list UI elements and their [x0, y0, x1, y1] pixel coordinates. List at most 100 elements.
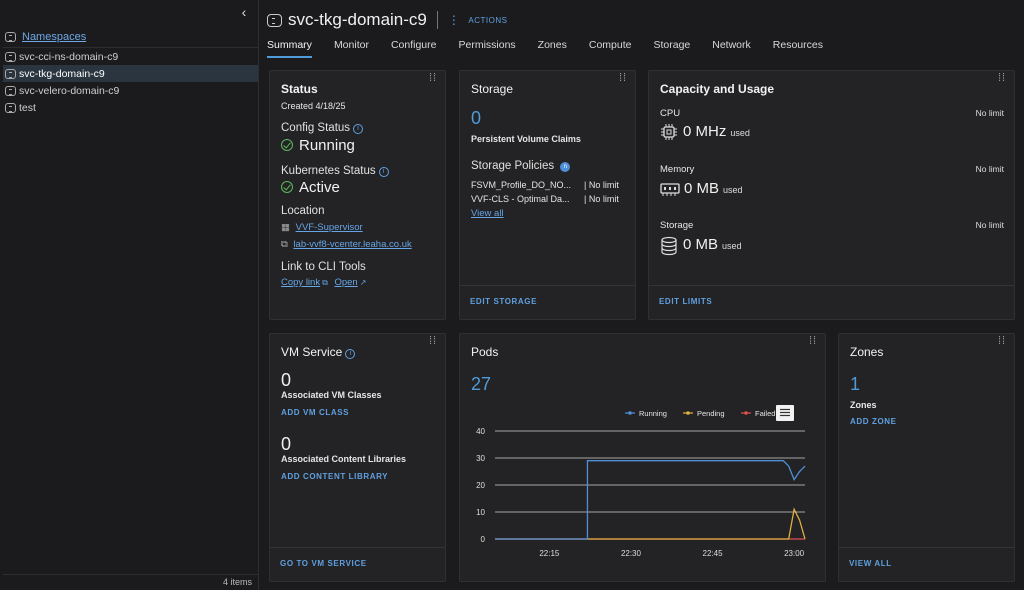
- namespaces-link[interactable]: Namespaces: [22, 30, 87, 43]
- tab-storage[interactable]: Storage: [653, 39, 691, 51]
- cli-tools-label: Link to CLI Tools: [281, 261, 366, 273]
- copy-icon[interactable]: ⧉: [322, 278, 328, 287]
- pods-card: ⁞⁞ Pods 27 0 10 20 30 40 22:15 22:30 22:45 23:00…: [459, 333, 826, 582]
- info-icon[interactable]: i: [345, 349, 356, 359]
- drag-handle-icon[interactable]: ⁞⁞: [619, 72, 628, 84]
- series-line-running: [495, 460, 806, 540]
- location-vcenter: ⧉ lab-vvf8-vcenter.leaha.co.uk: [281, 239, 412, 250]
- view-all-policies-link[interactable]: View all: [471, 208, 504, 219]
- namespace-icon: [5, 102, 16, 113]
- sidebar-item-svc-velero-domain-c9[interactable]: svc-velero-domain-c9: [3, 82, 258, 99]
- storage-used-label: used: [722, 241, 742, 251]
- sidebar-item-svc-tkg-domain-c9[interactable]: svc-tkg-domain-c9: [3, 65, 258, 82]
- pods-count[interactable]: 27: [471, 374, 492, 394]
- zones-count[interactable]: 1: [850, 374, 861, 394]
- add-zone-button[interactable]: ADD ZONE: [850, 417, 897, 426]
- memory-used-label: used: [723, 185, 743, 195]
- cpu-value: 0 MHz: [683, 123, 727, 140]
- collapse-sidebar-icon[interactable]: ‹: [241, 4, 247, 20]
- series-line-pending: [495, 507, 806, 540]
- storage-card: ⁞⁞ Storage 0 Persistent Volume Claims St…: [459, 70, 636, 320]
- vm-classes-label: Associated VM Classes: [281, 390, 382, 400]
- legend-label: Pending: [697, 409, 725, 418]
- item-count: 4 items: [3, 574, 258, 590]
- tab-monitor[interactable]: Monitor: [333, 39, 369, 51]
- namespace-icon: [5, 85, 16, 96]
- actions-label: ACTIONS: [468, 15, 508, 25]
- edit-limits-button[interactable]: EDIT LIMITS: [659, 297, 713, 306]
- page-title: svc-tkg-domain-c9: [288, 10, 427, 29]
- y-tick-label: 10: [476, 508, 485, 517]
- supervisor-link[interactable]: VVF-Supervisor: [295, 222, 363, 233]
- info-icon[interactable]: i: [353, 124, 364, 134]
- external-link-icon[interactable]: ↗: [359, 278, 367, 287]
- sidebar-item-svc-cci-ns-domain-c9[interactable]: svc-cci-ns-domain-c9: [3, 48, 258, 65]
- sidebar-item-test[interactable]: test: [3, 99, 258, 116]
- go-to-vm-service-button[interactable]: GO TO VM SERVICE: [280, 559, 367, 568]
- storage-usage: 0 MB used: [660, 236, 742, 256]
- tab-network[interactable]: Network: [712, 39, 751, 51]
- vm-classes-count: 0: [281, 370, 292, 390]
- pvc-count[interactable]: 0: [471, 108, 482, 128]
- actions-button[interactable]: ⋮ ACTIONS: [448, 13, 508, 27]
- tab-zones[interactable]: Zones: [537, 39, 567, 51]
- tab-summary[interactable]: Summary: [267, 36, 312, 58]
- memory-label: Memory: [660, 164, 695, 175]
- cli-links: Copy link ⧉ Open ↗: [281, 277, 366, 288]
- content-libraries-label: Associated Content Libraries: [281, 454, 407, 464]
- check-circle-icon: [281, 181, 293, 193]
- edit-storage-button[interactable]: EDIT STORAGE: [470, 297, 538, 306]
- storage-policies-label: Storage Policies: [471, 160, 555, 172]
- tab-compute[interactable]: Compute: [588, 39, 632, 51]
- tab-permissions[interactable]: Permissions: [458, 39, 516, 51]
- policy-row: FSVM_Profile_DO_NO... | No limit: [471, 180, 631, 190]
- vcenter-link[interactable]: lab-vvf8-vcenter.leaha.co.uk: [293, 239, 412, 250]
- sidebar-item-label: svc-tkg-domain-c9: [19, 67, 105, 80]
- location-supervisor: ▦ VVF-Supervisor: [281, 222, 363, 233]
- x-tick-label: 22:45: [703, 549, 724, 558]
- card-title: Storage: [471, 82, 514, 96]
- policies-badge: n: [560, 162, 571, 172]
- legend-label: Running: [639, 409, 667, 418]
- check-circle-icon: [281, 139, 293, 151]
- content-libraries-count: 0: [281, 434, 292, 454]
- vertical-dots-icon: ⋮: [447, 13, 461, 27]
- view-all-zones-button[interactable]: VIEW ALL: [849, 559, 892, 568]
- card-title: VM Service: [281, 345, 343, 359]
- card-footer: GO TO VM SERVICE: [270, 547, 445, 581]
- namespace-icon: [5, 31, 16, 42]
- vcenter-icon: ⧉: [281, 239, 288, 250]
- database-icon: [661, 236, 677, 256]
- vm-service-card: ⁞⁞ VM Service i 0 Associated VM Classes A…: [269, 333, 446, 582]
- drag-handle-icon[interactable]: ⁞⁞: [809, 335, 818, 347]
- config-status: Running: [281, 137, 355, 154]
- page-header: svc-tkg-domain-c9 ⋮ ACTIONS: [267, 8, 507, 32]
- policy-row: VVF-CLS - Optimal Da... | No limit: [471, 194, 631, 204]
- copy-link[interactable]: Copy link: [281, 277, 321, 288]
- open-link[interactable]: Open: [334, 277, 358, 288]
- cpu-used-label: used: [730, 128, 750, 138]
- tab-resources[interactable]: Resources: [772, 39, 823, 51]
- building-icon: ▦: [281, 222, 290, 233]
- memory-usage: 0 MB used: [660, 180, 743, 197]
- drag-handle-icon[interactable]: ⁞⁞: [998, 72, 1007, 84]
- storage-limit: No limit: [975, 220, 1004, 230]
- card-title-row: VM Service i: [281, 345, 356, 359]
- add-vm-class-button[interactable]: ADD VM CLASS: [281, 408, 350, 417]
- namespaces-root[interactable]: Namespaces: [3, 26, 258, 48]
- drag-handle-icon[interactable]: ⁞⁞: [429, 72, 438, 84]
- drag-handle-icon[interactable]: ⁞⁞: [429, 335, 438, 347]
- legend-marker: [628, 411, 632, 415]
- tab-configure[interactable]: Configure: [390, 39, 437, 51]
- namespace-tree: Namespaces svc-cci-ns-domain-c9 svc-tkg-…: [3, 26, 258, 116]
- card-footer: EDIT STORAGE: [460, 285, 635, 319]
- cpu-label: CPU: [660, 108, 681, 119]
- legend-label: Failed: [755, 409, 775, 418]
- location-label: Location: [281, 205, 325, 217]
- add-content-library-button[interactable]: ADD CONTENT LIBRARY: [281, 472, 389, 481]
- memory-icon: [660, 182, 680, 196]
- namespace-icon: [267, 13, 282, 27]
- cpu-usage: 0 MHz used: [660, 123, 750, 141]
- info-icon[interactable]: i: [378, 167, 389, 177]
- drag-handle-icon[interactable]: ⁞⁞: [998, 335, 1007, 347]
